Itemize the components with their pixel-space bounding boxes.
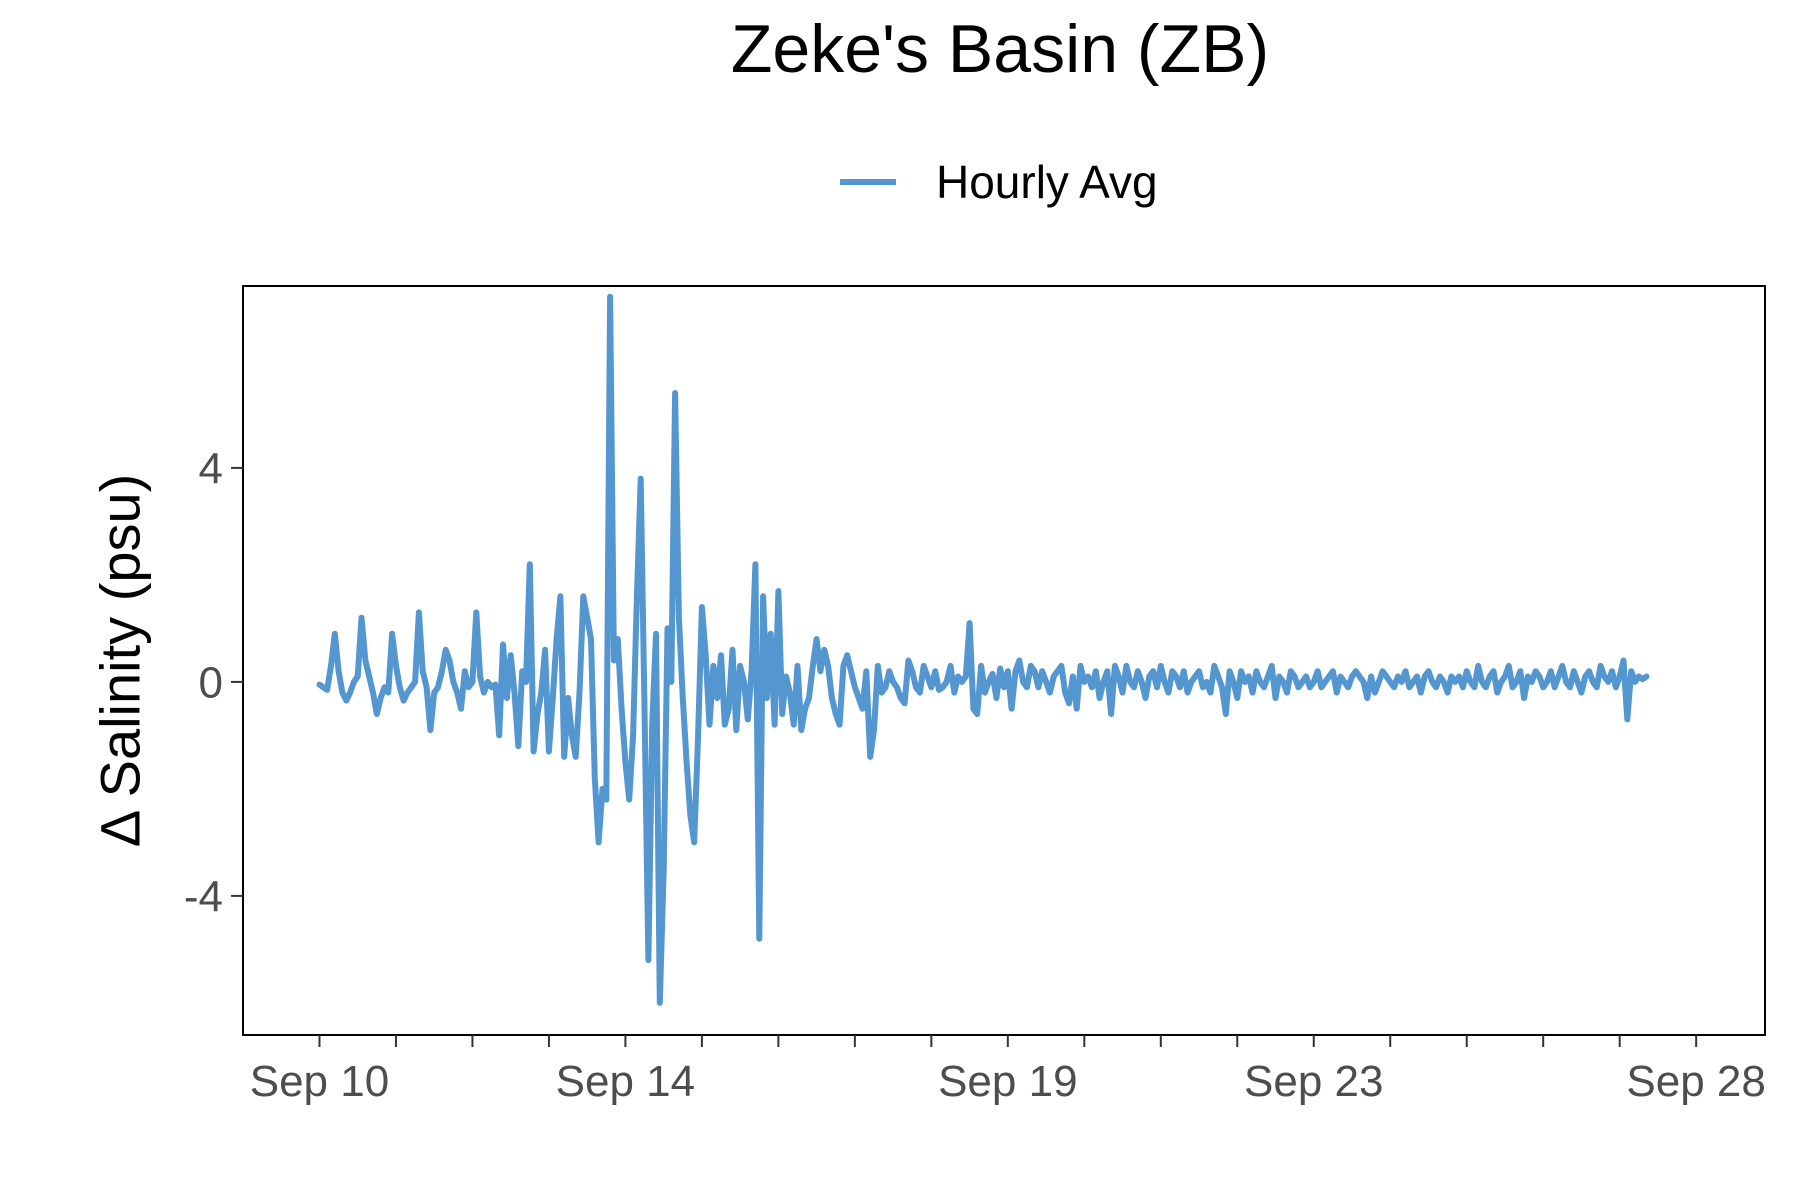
legend: Hourly Avg (840, 152, 1158, 212)
y-tick-label-1: 0 (199, 658, 223, 707)
y-tick-label-2: 4 (199, 444, 223, 493)
y-tick-label-0: -4 (184, 872, 223, 921)
x-axis: Sep 10 Sep 14 Sep 19 Sep 23 Sep 28 (250, 1035, 1766, 1106)
plot-panel (242, 285, 1766, 1036)
y-axis-title: Δ Salinity (psu) (89, 474, 152, 848)
series-group (316, 293, 1650, 1006)
x-tick-label-2: Sep 19 (938, 1057, 1077, 1106)
x-tick-label-1: Sep 14 (556, 1057, 695, 1106)
chart-title: Zeke's Basin (ZB) (730, 11, 1270, 87)
x-tick-label-4: Sep 28 (1626, 1057, 1765, 1106)
legend-line-swatch (840, 179, 896, 185)
x-tick-label-0: Sep 10 (250, 1057, 389, 1106)
x-tick-label-3: Sep 23 (1244, 1057, 1383, 1106)
series-line-hourly-avg (316, 293, 1650, 1006)
legend-label: Hourly Avg (936, 156, 1158, 208)
y-axis: -4 0 4 (184, 444, 243, 921)
